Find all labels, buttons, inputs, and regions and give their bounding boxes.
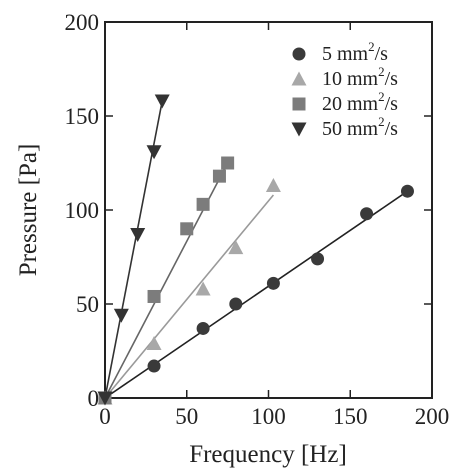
data-point-series-1 [196,321,210,335]
x-axis-title: Frequency [Hz] [189,441,347,468]
x-tick-label: 50 [175,404,198,429]
legend-marker-4 [291,122,307,137]
x-tick-label: 200 [415,404,450,429]
y-tick-label: 100 [65,198,100,223]
x-tick-label: 150 [333,404,368,429]
data-point-series-2 [195,281,211,296]
legend-marker-2 [291,71,307,86]
data-point-series-1 [311,252,325,266]
fit-line-series-2 [104,194,275,399]
data-point-series-3 [212,169,226,183]
legend-label-4: 50 mm2/s [322,114,398,140]
data-point-series-2 [228,240,244,255]
legend-label-1: 5 mm2/s [322,39,388,65]
y-tick-label: 150 [65,104,100,129]
data-markers [97,94,414,406]
data-point-series-1 [229,297,243,311]
legend-label-2: 10 mm2/s [322,64,398,90]
data-point-series-3 [147,289,161,303]
data-point-series-1 [147,359,161,373]
data-point-series-4 [154,94,170,109]
data-point-series-4 [130,227,146,242]
data-point-series-3 [221,156,235,170]
y-axis-title: Pressure [Pa] [15,144,42,277]
data-point-series-4 [97,391,113,406]
data-point-series-4 [113,308,129,323]
y-tick-label: 50 [76,292,99,317]
data-point-series-2 [146,335,162,350]
legend-marker-3 [292,97,306,111]
data-point-series-4 [146,145,162,160]
legend: 5 mm2/s10 mm2/s20 mm2/s50 mm2/s [291,39,398,140]
x-tick-label: 100 [251,404,286,429]
y-tick-label: 200 [65,10,100,35]
x-tick-label: 0 [99,404,111,429]
data-point-series-1 [266,276,280,290]
data-point-series-3 [180,222,194,236]
data-point-series-1 [360,207,374,221]
data-point-series-2 [265,178,281,193]
data-point-series-1 [400,184,414,198]
data-point-series-3 [196,197,210,211]
legend-marker-1 [292,47,306,61]
y-tick-label: 0 [88,386,100,411]
legend-label-3: 20 mm2/s [322,89,398,115]
